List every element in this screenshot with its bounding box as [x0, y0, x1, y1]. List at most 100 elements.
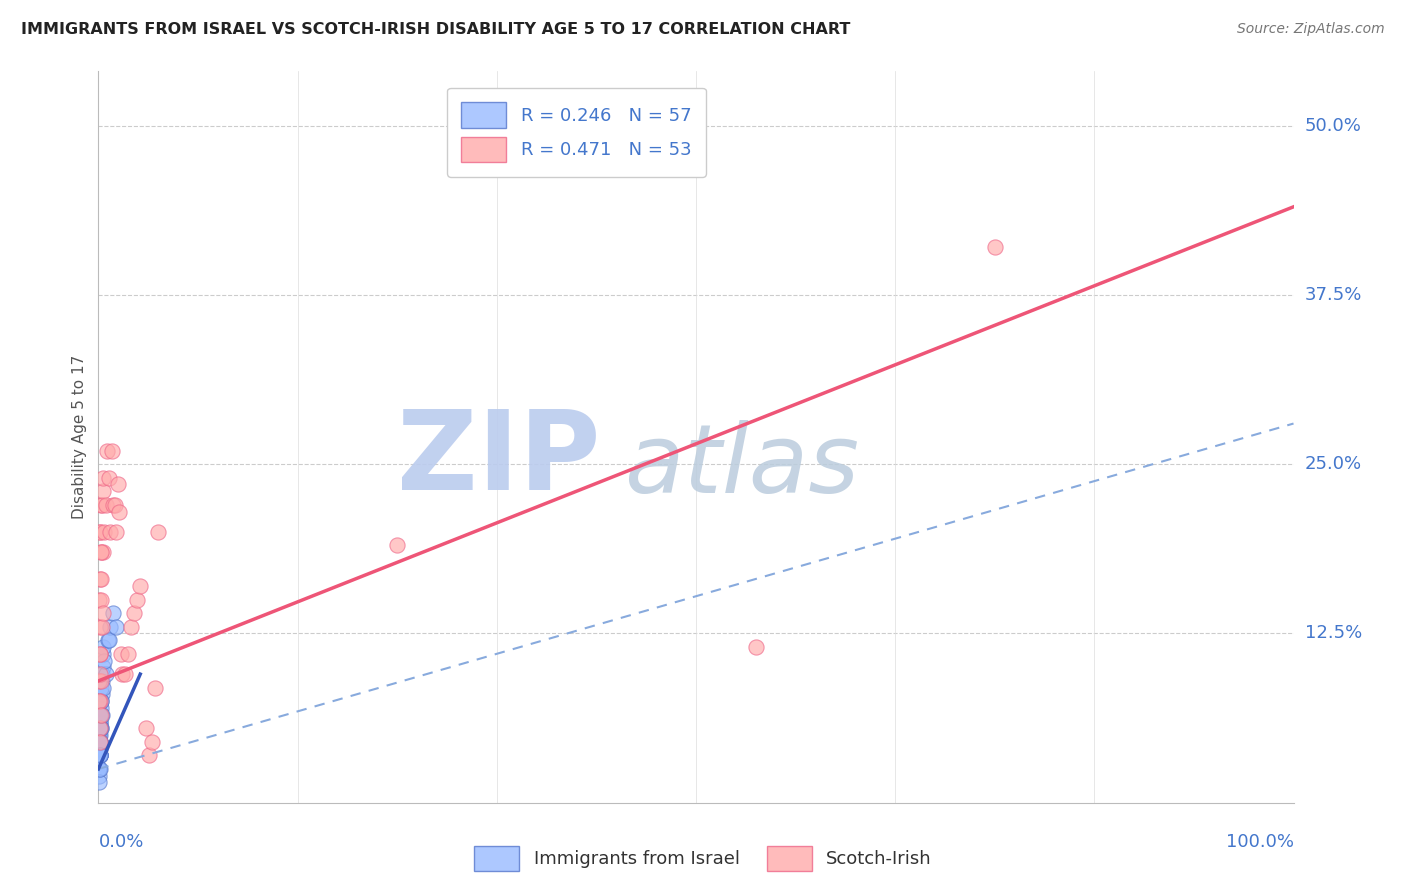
Point [89, 714, 111, 729]
Point [117, 647, 139, 661]
Point [110, 647, 132, 661]
Text: 0.0%: 0.0% [98, 833, 143, 851]
Point [114, 667, 136, 681]
Point [89, 524, 111, 539]
Legend: Immigrants from Israel, Scotch-Irish: Immigrants from Israel, Scotch-Irish [467, 838, 939, 879]
Point [91, 647, 114, 661]
Point [105, 620, 128, 634]
Point [90, 572, 112, 586]
Point [90, 545, 112, 559]
Text: 100.0%: 100.0% [1226, 833, 1294, 851]
Point [89, 748, 111, 763]
Point [89, 735, 111, 749]
Point [87, 741, 110, 756]
Point [90, 707, 112, 722]
Point [89, 762, 111, 776]
Point [91, 688, 114, 702]
Point [101, 606, 124, 620]
Point [141, 735, 163, 749]
Point [91, 545, 114, 559]
Point [90, 707, 112, 722]
Point [111, 667, 134, 681]
Point [89, 762, 111, 776]
Point [93, 524, 115, 539]
Point [89, 748, 111, 763]
Point [90, 707, 112, 722]
Point [138, 748, 160, 763]
Point [90, 694, 112, 708]
Point [103, 498, 125, 512]
Text: 50.0%: 50.0% [1305, 117, 1361, 135]
Point [127, 592, 149, 607]
Point [984, 240, 1007, 254]
Point [98, 633, 121, 648]
Point [89, 762, 111, 776]
Point [91, 660, 114, 674]
Point [89, 721, 111, 735]
Point [89, 721, 111, 735]
Text: 37.5%: 37.5% [1305, 285, 1362, 304]
Point [90, 707, 112, 722]
Point [89, 728, 111, 742]
Point [89, 735, 111, 749]
Point [89, 721, 111, 735]
Point [90, 721, 112, 735]
Point [91, 620, 114, 634]
Point [89, 721, 111, 735]
Point [89, 741, 111, 756]
Point [89, 735, 111, 749]
Point [90, 498, 112, 512]
Point [89, 748, 111, 763]
Point [89, 735, 111, 749]
Point [90, 545, 112, 559]
Point [90, 694, 112, 708]
Point [89, 769, 111, 783]
Point [87, 673, 110, 688]
Point [89, 748, 111, 763]
Point [105, 524, 128, 539]
Point [89, 735, 111, 749]
Point [91, 707, 114, 722]
Point [100, 443, 122, 458]
Point [89, 694, 111, 708]
Point [104, 498, 127, 512]
Point [89, 735, 111, 749]
Point [120, 620, 142, 634]
Point [89, 735, 111, 749]
Point [89, 748, 111, 763]
Point [91, 640, 114, 654]
Point [89, 714, 111, 729]
Legend: R = 0.246   N = 57, R = 0.471   N = 53: R = 0.246 N = 57, R = 0.471 N = 53 [447, 87, 706, 177]
Point [94, 667, 117, 681]
Text: Source: ZipAtlas.com: Source: ZipAtlas.com [1237, 22, 1385, 37]
Text: atlas: atlas [624, 420, 859, 513]
Point [89, 735, 111, 749]
Point [108, 505, 131, 519]
Point [90, 673, 112, 688]
Point [87, 694, 110, 708]
Point [91, 667, 114, 681]
Y-axis label: Disability Age 5 to 17: Disability Age 5 to 17 [72, 355, 87, 519]
Point [143, 681, 166, 695]
Point [91, 681, 114, 695]
Point [148, 524, 170, 539]
Point [90, 592, 112, 607]
Point [91, 484, 114, 499]
Point [91, 498, 114, 512]
Point [91, 471, 114, 485]
Text: 12.5%: 12.5% [1305, 624, 1362, 642]
Point [89, 762, 111, 776]
Point [89, 707, 111, 722]
Text: IMMIGRANTS FROM ISRAEL VS SCOTCH-IRISH DISABILITY AGE 5 TO 17 CORRELATION CHART: IMMIGRANTS FROM ISRAEL VS SCOTCH-IRISH D… [21, 22, 851, 37]
Point [89, 620, 111, 634]
Point [91, 606, 114, 620]
Point [745, 640, 768, 654]
Point [89, 728, 111, 742]
Point [89, 647, 111, 661]
Point [98, 471, 121, 485]
Point [385, 538, 409, 552]
Point [124, 606, 146, 620]
Point [98, 620, 122, 634]
Point [89, 735, 111, 749]
Point [89, 524, 111, 539]
